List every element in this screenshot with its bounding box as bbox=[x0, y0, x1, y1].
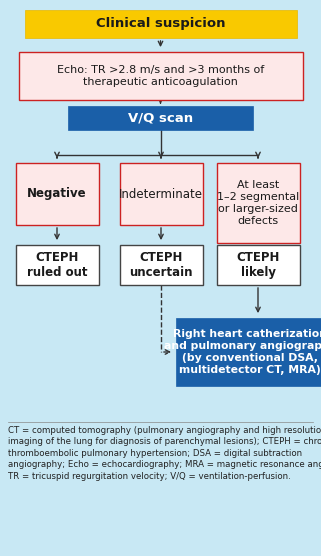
Text: Echo: TR >2.8 m/s and >3 months of
therapeutic anticoagulation: Echo: TR >2.8 m/s and >3 months of thera… bbox=[57, 65, 264, 87]
Text: CTEPH
ruled out: CTEPH ruled out bbox=[27, 251, 87, 279]
Text: CT = computed tomography (pulmonary angiography and high resolution
imaging of t: CT = computed tomography (pulmonary angi… bbox=[8, 426, 321, 481]
Text: CTEPH
uncertain: CTEPH uncertain bbox=[129, 251, 193, 279]
Text: CTEPH
likely: CTEPH likely bbox=[236, 251, 280, 279]
Text: V/Q scan: V/Q scan bbox=[128, 112, 193, 125]
Text: Negative: Negative bbox=[27, 187, 87, 201]
FancyBboxPatch shape bbox=[15, 163, 99, 225]
Text: Indeterminate: Indeterminate bbox=[119, 187, 203, 201]
FancyBboxPatch shape bbox=[15, 245, 99, 285]
FancyBboxPatch shape bbox=[176, 318, 321, 386]
FancyBboxPatch shape bbox=[119, 245, 203, 285]
FancyBboxPatch shape bbox=[216, 245, 299, 285]
FancyBboxPatch shape bbox=[24, 10, 297, 38]
FancyBboxPatch shape bbox=[216, 163, 299, 243]
Text: Right heart catherization
and pulmonary angiography
(by conventional DSA,
multid: Right heart catherization and pulmonary … bbox=[163, 329, 321, 375]
Text: Clinical suspicion: Clinical suspicion bbox=[96, 17, 225, 31]
FancyBboxPatch shape bbox=[119, 163, 203, 225]
FancyBboxPatch shape bbox=[19, 52, 302, 100]
Text: At least
1–2 segmental
or larger-sized
defects: At least 1–2 segmental or larger-sized d… bbox=[217, 180, 299, 226]
FancyBboxPatch shape bbox=[68, 106, 253, 130]
